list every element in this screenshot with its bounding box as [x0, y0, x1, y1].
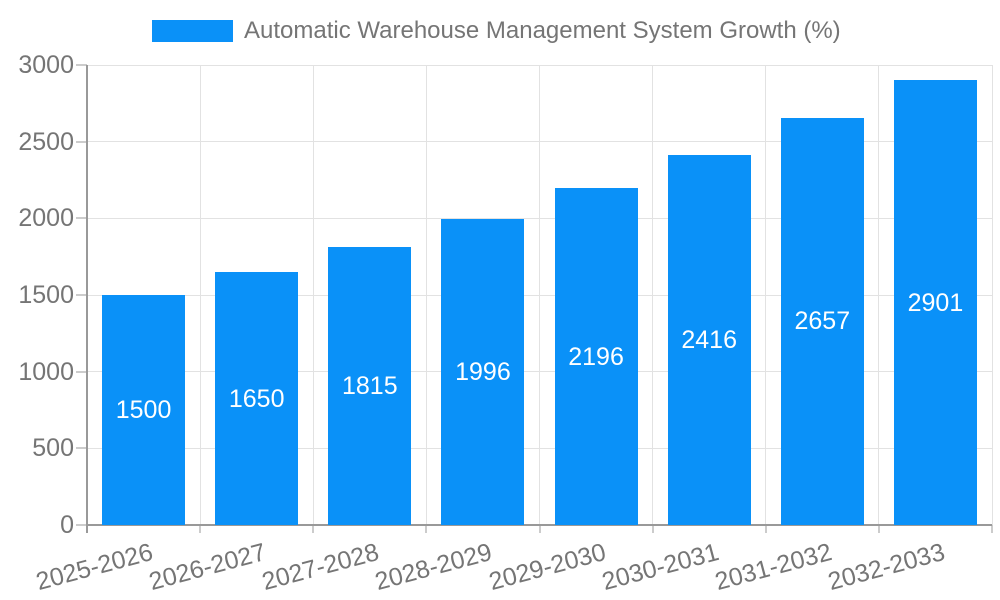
- x-tick-mark: [991, 525, 993, 533]
- x-tick-mark: [312, 525, 315, 533]
- bar-value-label: 2901: [907, 288, 964, 317]
- y-tick-mark: [76, 370, 87, 373]
- y-axis-line: [86, 65, 88, 533]
- y-tick-label: 1500: [18, 281, 74, 309]
- x-gridline: [652, 65, 654, 525]
- bar-2028-2029: [441, 218, 525, 525]
- y-tick-label: 500: [32, 434, 74, 463]
- x-tick-label: 2032-2033: [824, 538, 948, 596]
- y-tick-mark: [76, 64, 87, 66]
- bar-2029-2030: [554, 188, 638, 525]
- y-tick-mark: [76, 217, 87, 220]
- x-tick-label: 2030-2031: [598, 538, 722, 596]
- bar-2031-2032: [780, 117, 864, 525]
- x-tick-label: 2029-2030: [485, 538, 609, 596]
- x-axis-line: [87, 524, 992, 526]
- bar-2032-2033: [893, 80, 977, 525]
- x-gridline: [425, 65, 427, 525]
- x-gridline: [539, 65, 540, 525]
- x-tick-label: 2025-2026: [33, 538, 156, 596]
- x-tick-label: 2026-2027: [146, 538, 269, 596]
- legend-swatch: [152, 20, 233, 42]
- y-tick-mark: [76, 140, 87, 143]
- x-gridline: [199, 65, 201, 525]
- x-gridline: [991, 65, 993, 525]
- y-tick-mark: [76, 524, 87, 526]
- y-tick-label: 3000: [18, 51, 74, 79]
- legend-label: Automatic Warehouse Management System Gr…: [244, 17, 841, 44]
- y-tick-label: 2000: [18, 204, 74, 233]
- y-tick-mark: [76, 294, 87, 296]
- x-gridline: [878, 65, 880, 525]
- x-tick-mark: [764, 525, 767, 533]
- y-tick-mark: [76, 447, 87, 450]
- bar-2025-2026: [102, 295, 186, 525]
- x-tick-mark: [651, 525, 654, 533]
- bar-value-label: 1815: [342, 371, 398, 400]
- x-tick-label: 2027-2028: [259, 538, 383, 596]
- y-tick-label: 1000: [18, 357, 74, 386]
- bar-2026-2027: [215, 272, 299, 525]
- x-tick-mark: [199, 525, 202, 533]
- x-tick-label: 2028-2029: [372, 538, 496, 596]
- legend-item[interactable]: Automatic Warehouse Management System Gr…: [152, 17, 841, 44]
- x-gridline: [312, 65, 314, 525]
- bar-value-label: 1650: [228, 384, 285, 413]
- y-tick-label: 0: [60, 511, 74, 539]
- x-tick-mark: [877, 525, 880, 533]
- x-tick-mark: [425, 525, 428, 533]
- y-tick-label: 2500: [18, 127, 74, 156]
- bar-value-label: 2416: [681, 325, 737, 354]
- bar-value-label: 2196: [568, 342, 624, 371]
- bar-value-label: 1996: [455, 357, 511, 386]
- bar-2027-2028: [328, 246, 412, 525]
- x-gridline: [765, 65, 767, 525]
- bar-value-label: 2657: [794, 307, 851, 336]
- bar-value-label: 1500: [115, 396, 172, 424]
- x-tick-label: 2031-2032: [711, 538, 835, 596]
- bar-2030-2031: [667, 154, 751, 525]
- x-tick-mark: [538, 525, 541, 533]
